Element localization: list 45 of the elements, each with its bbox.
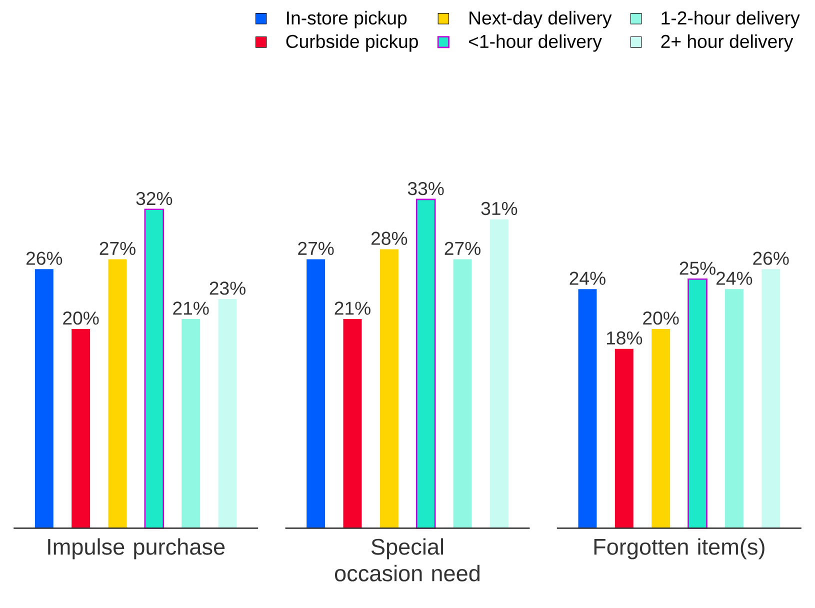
bar [453,259,472,528]
data-label: 18% [606,331,642,345]
legend-label: Curbside pickup [286,34,418,52]
legend-label: <1-hour delivery [469,34,602,52]
bar [144,208,164,529]
data-label: 25% [680,262,716,275]
bar [343,318,362,528]
data-label: 24% [570,272,606,285]
bar [34,269,54,528]
data-label: 21% [173,301,209,315]
data-label: 27% [100,242,136,255]
legend-label: 1-2-hour delivery [662,10,800,28]
bar [490,219,508,528]
legend-label: 2+ hour delivery [661,34,794,52]
bar [72,328,90,528]
data-label: 32% [136,192,172,206]
data-label: 28% [371,232,408,245]
legend-label: In-store pickup [287,10,407,28]
bar [724,288,744,528]
bar [416,198,436,529]
data-label: 27% [298,242,334,255]
bar [762,269,780,528]
data-label: 20% [63,311,99,325]
x-tick-label: Special occasion need [334,538,480,582]
bar [108,259,127,528]
bar [688,278,708,529]
bar [578,288,597,528]
bar [306,259,326,528]
bar [218,298,237,528]
x-tick-label: Impulse purchase [48,538,225,560]
bar [182,318,200,528]
bar [614,348,634,528]
data-label: 27% [444,242,480,255]
data-label: 31% [481,202,518,215]
data-label: 20% [643,311,679,325]
data-label: 26% [26,252,62,265]
data-label: 26% [753,252,789,265]
x-tick-label: Forgotten item(s) [594,538,764,560]
data-label: 21% [334,301,370,315]
bar [652,328,670,528]
bar [380,249,398,528]
legend-label: Next-day delivery [470,10,612,28]
data-label: 23% [210,281,246,295]
data-label: 33% [408,182,444,196]
data-label: 24% [716,272,752,285]
